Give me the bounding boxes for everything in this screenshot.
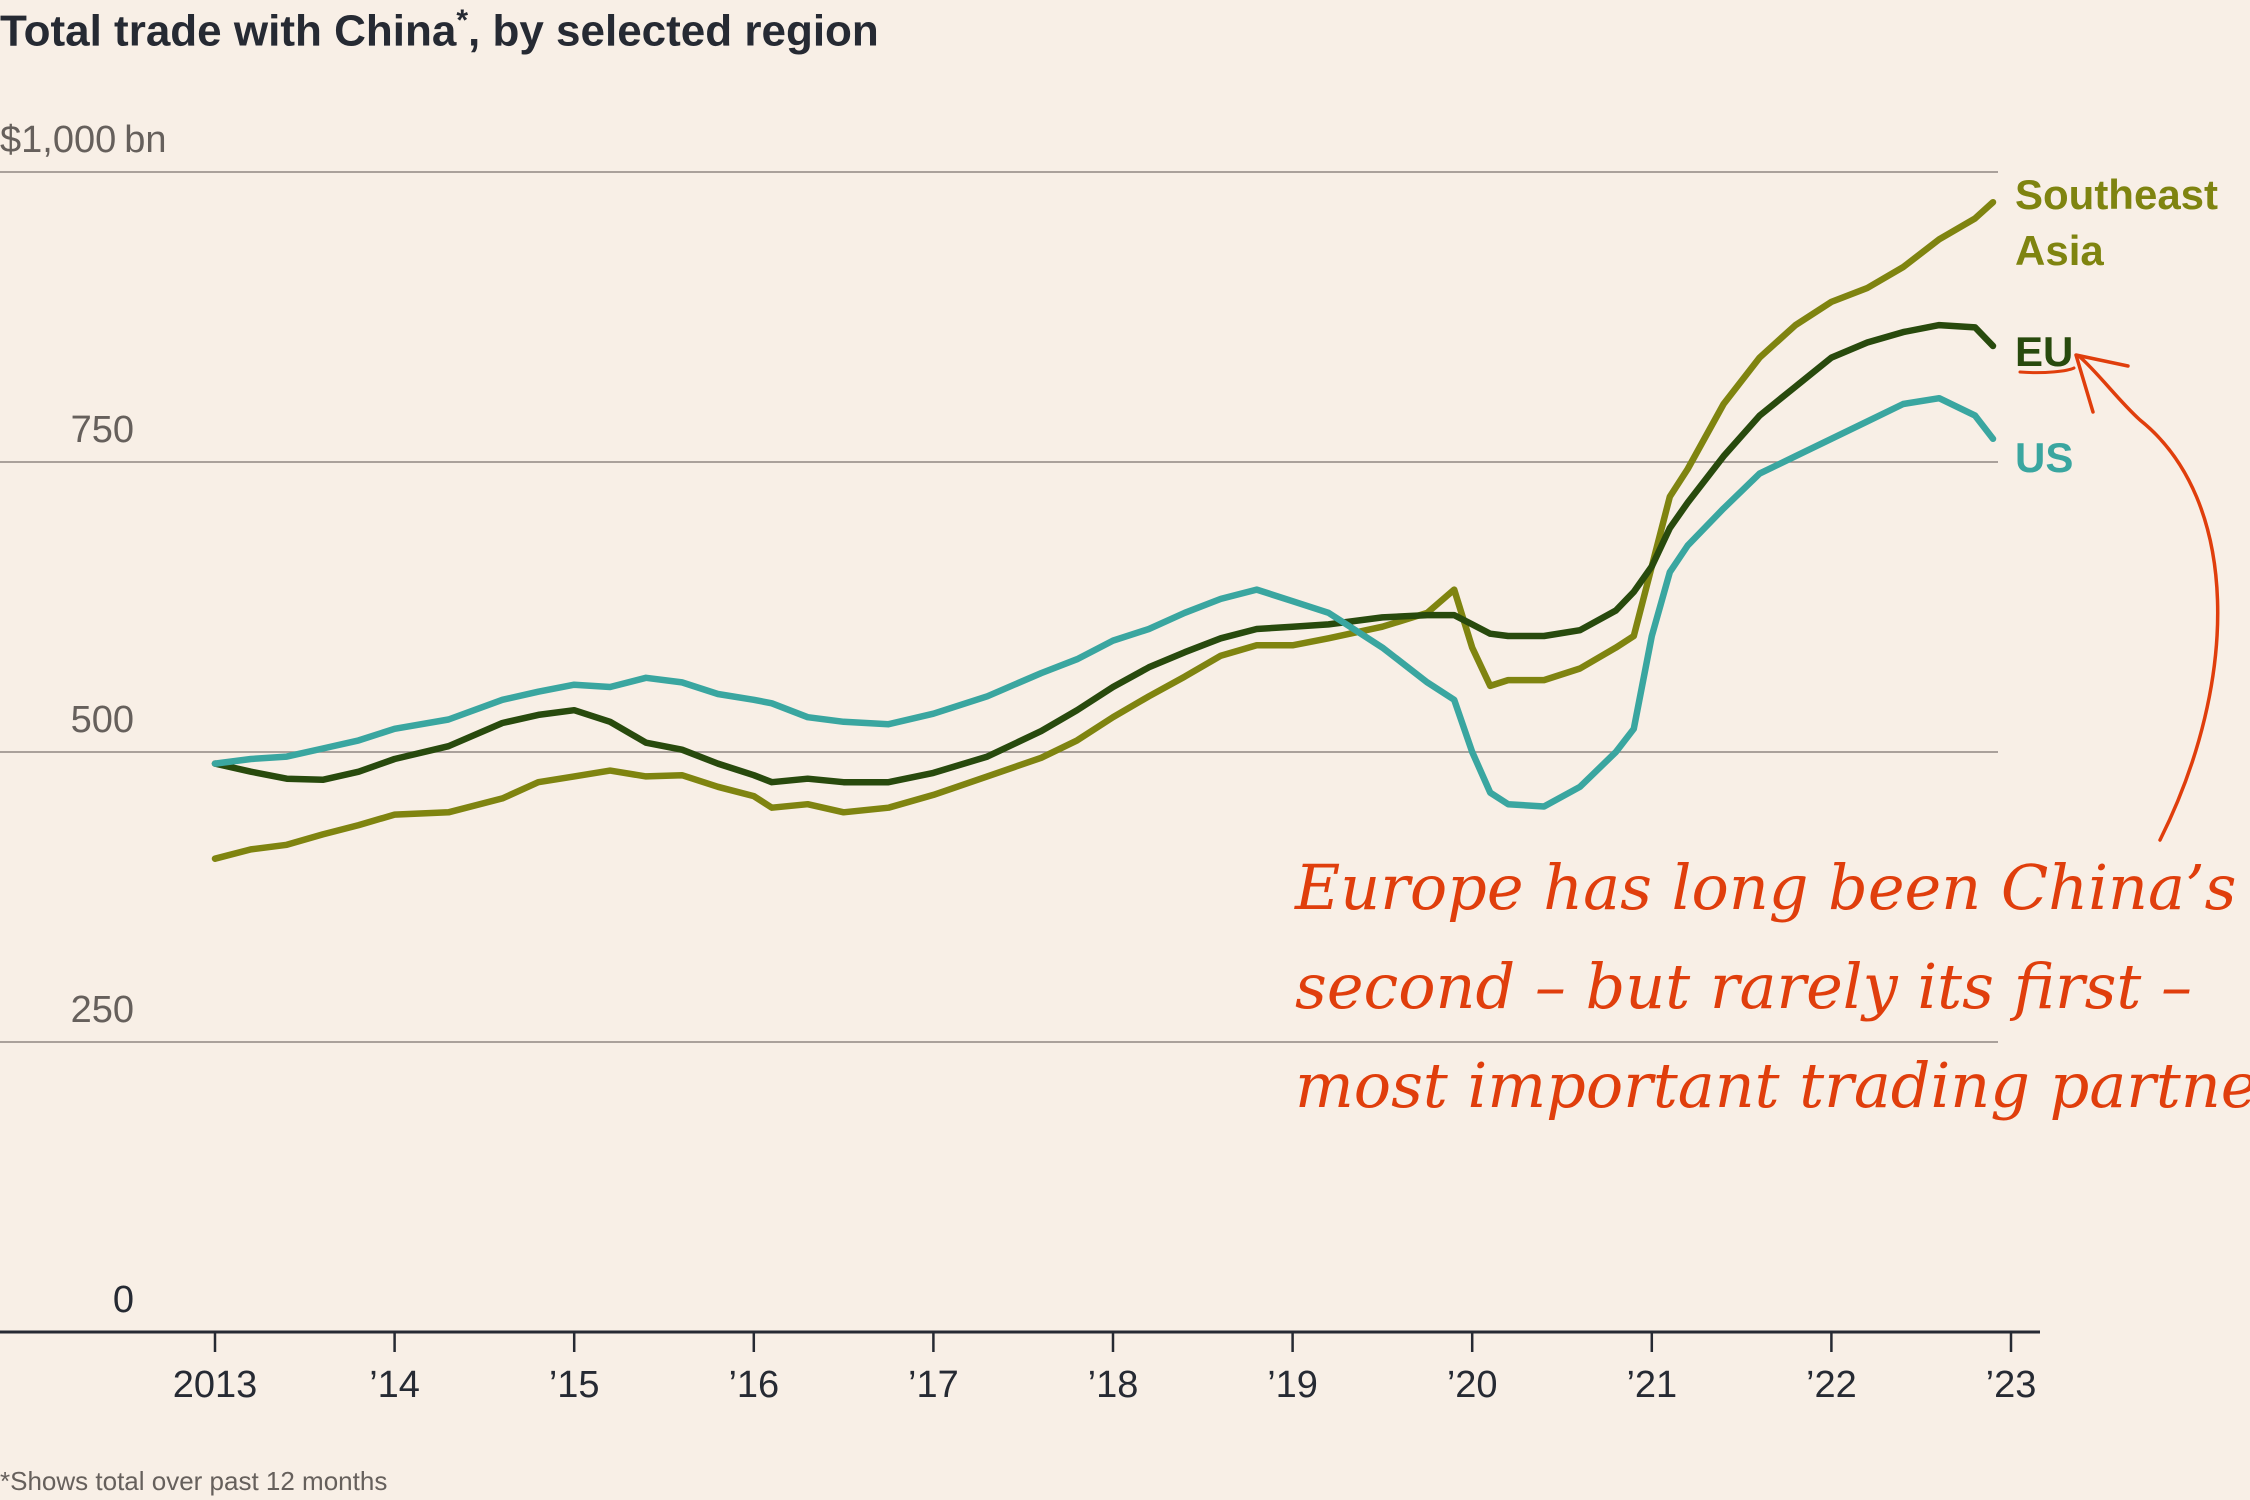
- y-tick-label-500: 500: [71, 699, 134, 741]
- arrow-curve: [2078, 355, 2220, 842]
- series-label-southeast-asia: Southeast: [2015, 171, 2218, 218]
- footnote: *Shows total over past 12 months: [0, 1466, 388, 1496]
- series-label-eu: EU: [2015, 328, 2073, 375]
- chart-title: Total trade with China*, by selected reg…: [0, 4, 879, 57]
- title-footnote-mark: *: [456, 4, 468, 37]
- title-text: Total trade with China: [0, 6, 457, 56]
- y-tick-label-750: 750: [71, 409, 134, 451]
- annotation-line-3: most important trading partner: [1295, 1049, 2250, 1122]
- x-tick-label-2023: ’23: [1986, 1364, 2037, 1406]
- series-label-southeast-asia-line-2: Asia: [2015, 227, 2104, 274]
- x-tick-label-2015: ’15: [549, 1364, 600, 1406]
- annotation-arrow: [2018, 353, 2220, 842]
- annotation-text: Europe has long been China’s second – bu…: [1295, 838, 2250, 1135]
- arrow-underline: [2018, 366, 2076, 375]
- series-label-us: US: [2015, 434, 2073, 481]
- x-tick-label-2018: ’18: [1088, 1364, 1139, 1406]
- series-line-eu: [211, 321, 1997, 786]
- x-tick-label-2022: ’22: [1806, 1364, 1857, 1406]
- y-tick-label-1000: $1,000 bn: [0, 119, 167, 161]
- x-tick-label-2021: ’21: [1626, 1364, 1677, 1406]
- x-tick-label-2019: ’19: [1267, 1364, 1318, 1406]
- y-unit-label: bn: [124, 119, 166, 161]
- data-series: [211, 198, 1997, 862]
- x-tick-label-2014: ’14: [369, 1364, 420, 1406]
- annotation-line-1: Europe has long been China’s: [1295, 851, 2237, 924]
- y-tick-label-0: 0: [113, 1279, 134, 1321]
- x-axis: 2013 ’14 ’15 ’16 ’17 ’18 ’19 ’20 ’21 ’22 ’23: [0, 1330, 2040, 1406]
- series-labels: Southeast Asia EU US: [2015, 171, 2218, 481]
- x-tick-label-2020: ’20: [1447, 1364, 1498, 1406]
- y-axis-ticks: 0 250 500 750 $1,000 bn: [0, 119, 167, 1321]
- series-line-southeast-asia: [211, 198, 1997, 862]
- arrow-head: [2074, 353, 2130, 414]
- x-tick-label-2017: ’17: [908, 1364, 959, 1406]
- annotation-line-2: second – but rarely its first –: [1295, 950, 2193, 1023]
- title-suffix: , by selected region: [468, 6, 879, 56]
- x-tick-label-2013: 2013: [173, 1364, 258, 1406]
- y-tick-label-250: 250: [71, 989, 134, 1031]
- x-tick-label-2016: ’16: [728, 1364, 779, 1406]
- series-line-us: [211, 394, 1997, 810]
